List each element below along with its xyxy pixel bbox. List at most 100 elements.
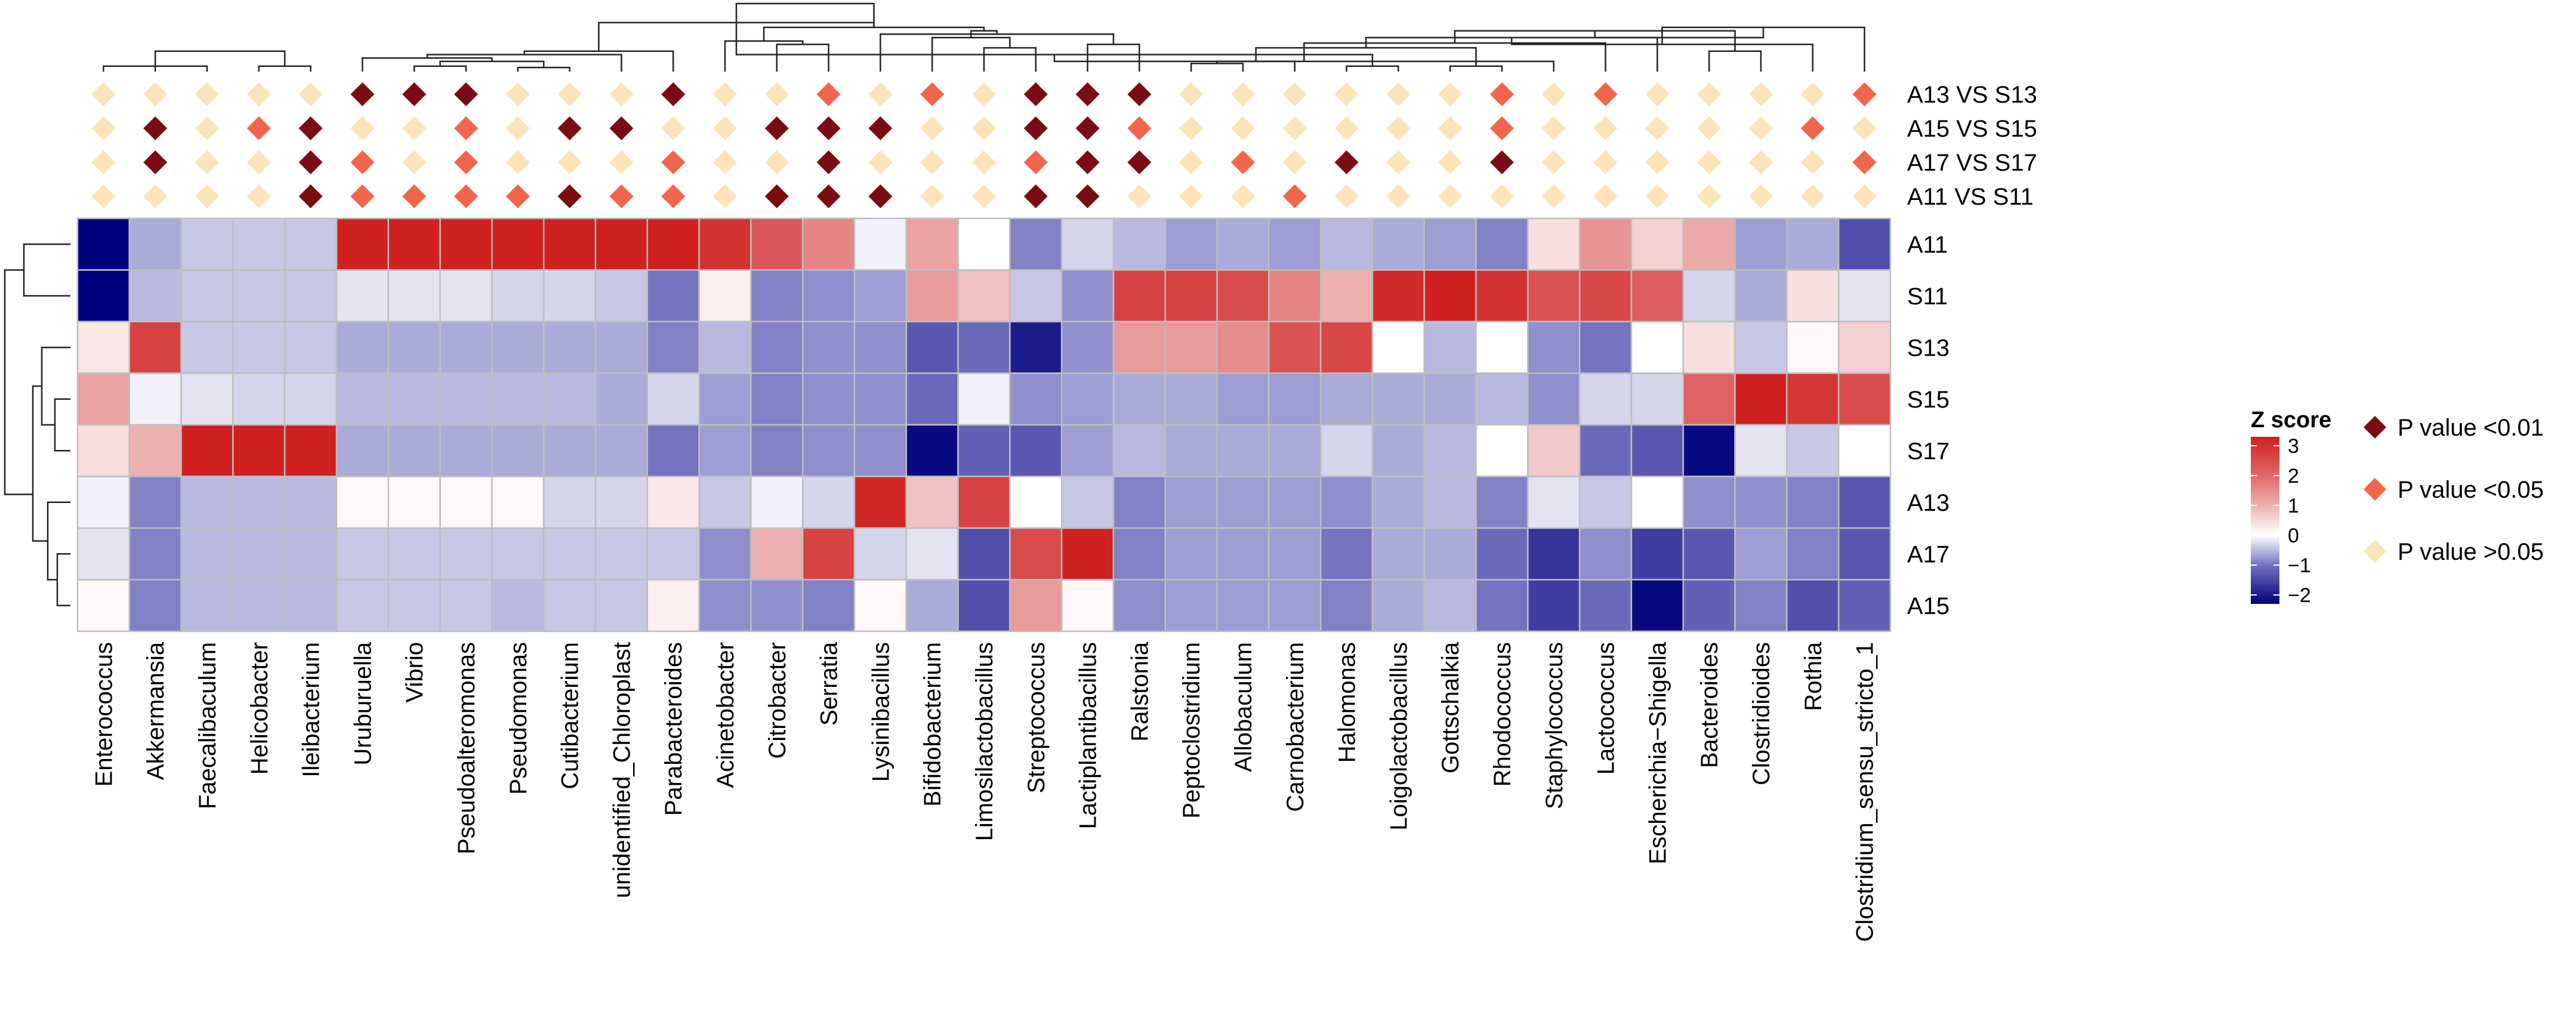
- heatmap-cell: [1786, 372, 1840, 426]
- heatmap-cell: [76, 217, 131, 271]
- significance-marker: [1075, 150, 1100, 174]
- heatmap-cell: [1319, 527, 1374, 581]
- heatmap-cell: [1527, 527, 1581, 581]
- heatmap-cell: [594, 217, 649, 271]
- comparison-label: A15 VS S15: [1907, 116, 2037, 142]
- significance-markers: [91, 82, 1877, 208]
- row-label: S17: [1907, 438, 1949, 464]
- heatmap-cell: [1423, 527, 1477, 581]
- significance-marker: [920, 116, 945, 140]
- significance-marker: [972, 116, 996, 140]
- heatmap-cell: [76, 269, 131, 323]
- dendrogram-branch: [32, 385, 48, 542]
- heatmap-cell: [801, 527, 856, 581]
- significance-marker: [972, 184, 996, 208]
- significance-marker: [1852, 116, 1877, 140]
- row-labels: A11 S11 S13 S15 S17 A13 A17 A15: [1907, 232, 1949, 619]
- heatmap-cell: [232, 527, 286, 581]
- significance-marker: [246, 150, 271, 174]
- legend-tick-label: −1: [2288, 554, 2311, 577]
- significance-marker: [1075, 116, 1100, 140]
- significance-marker: [1541, 184, 1566, 208]
- heatmap-cell: [957, 527, 1011, 581]
- heatmap-cell: [1060, 217, 1115, 271]
- significance-marker: [1800, 116, 1825, 140]
- significance-marker: [1645, 82, 1670, 106]
- heatmap-cell: [905, 320, 959, 374]
- heatmap-cell: [1216, 217, 1270, 271]
- heatmap-cell: [283, 372, 338, 426]
- heatmap-cell: [387, 476, 441, 529]
- significance-marker: [1593, 82, 1618, 106]
- column-label: Loigolactobacillus: [1386, 642, 1412, 831]
- heatmap-cell: [1578, 476, 1633, 529]
- column-label: Staphylococcus: [1541, 642, 1568, 809]
- heatmap-cell: [1009, 476, 1063, 529]
- heatmap-cell: [1371, 527, 1426, 581]
- heatmap-cell: [1630, 579, 1685, 633]
- significance-marker: [764, 82, 789, 106]
- significance-marker: [1490, 116, 1514, 140]
- heatmap-cell: [1786, 476, 1840, 529]
- heatmap-cell: [1527, 476, 1581, 529]
- heatmap-cell: [335, 320, 390, 374]
- heatmap-cell: [542, 424, 597, 477]
- row-label: A13: [1907, 490, 1949, 516]
- heatmap-cell: [283, 527, 338, 581]
- heatmap-cell: [1786, 217, 1840, 271]
- heatmap-cell: [283, 320, 338, 374]
- heatmap-cell: [232, 320, 286, 374]
- legend-tick-label: 0: [2288, 525, 2299, 547]
- dendrogram-branch: [362, 57, 493, 72]
- heatmap-cell: [1682, 527, 1736, 581]
- significance-marker: [1697, 116, 1722, 140]
- heatmap-cell: [1734, 527, 1788, 581]
- heatmap-cell: [1423, 217, 1477, 271]
- heatmap-cell: [128, 424, 182, 477]
- heatmap-cell: [1630, 424, 1685, 477]
- heatmap-cell: [594, 269, 649, 323]
- dendrogram-branch: [56, 553, 70, 606]
- heatmap-cell: [1112, 217, 1167, 271]
- comparison-label: A11 VS S11: [1907, 184, 2034, 210]
- column-label: Akkermansia: [143, 641, 169, 780]
- heatmap-cell: [594, 476, 649, 529]
- significance-marker: [609, 116, 634, 140]
- column-dendrogram: [103, 2, 1865, 72]
- heatmap-cell: [439, 476, 493, 529]
- heatmap-cell: [1060, 372, 1115, 426]
- heatmap-cell: [542, 320, 597, 374]
- heatmap-cell: [1371, 320, 1426, 374]
- heatmap-cell: [491, 269, 545, 323]
- column-label: Lactococcus: [1593, 642, 1619, 775]
- heatmap-cell: [335, 269, 390, 323]
- significance-marker: [143, 184, 168, 208]
- heatmap-cell: [1112, 372, 1167, 426]
- dendrogram-branch: [776, 44, 829, 72]
- heatmap-cell: [1319, 424, 1374, 477]
- significance-marker: [1800, 150, 1825, 174]
- heatmap-cell: [1630, 527, 1685, 581]
- significance-marker: [972, 82, 996, 106]
- dendrogram-branch: [1255, 47, 1477, 66]
- heatmap-cell: [180, 217, 234, 271]
- heatmap-cell: [1371, 217, 1426, 271]
- row-label: S15: [1907, 387, 1949, 413]
- significance-marker: [1645, 150, 1670, 174]
- significance-marker: [1645, 116, 1670, 140]
- heatmap-cell: [439, 579, 493, 633]
- significance-marker: [1023, 150, 1048, 174]
- significance-marker: [91, 82, 116, 106]
- heatmap-cell: [698, 424, 752, 477]
- heatmap-cell: [905, 476, 959, 529]
- heatmap-cell: [1475, 372, 1529, 426]
- significance-marker: [713, 82, 737, 106]
- dendrogram-branch: [1087, 44, 1140, 72]
- heatmap-cell: [491, 527, 545, 581]
- heatmap-cell: [128, 372, 182, 426]
- heatmap-cell: [1268, 320, 1322, 374]
- heatmap-cell: [1216, 372, 1270, 426]
- significance-marker: [972, 150, 996, 174]
- heatmap-cell: [853, 217, 908, 271]
- heatmap-cell: [750, 579, 804, 633]
